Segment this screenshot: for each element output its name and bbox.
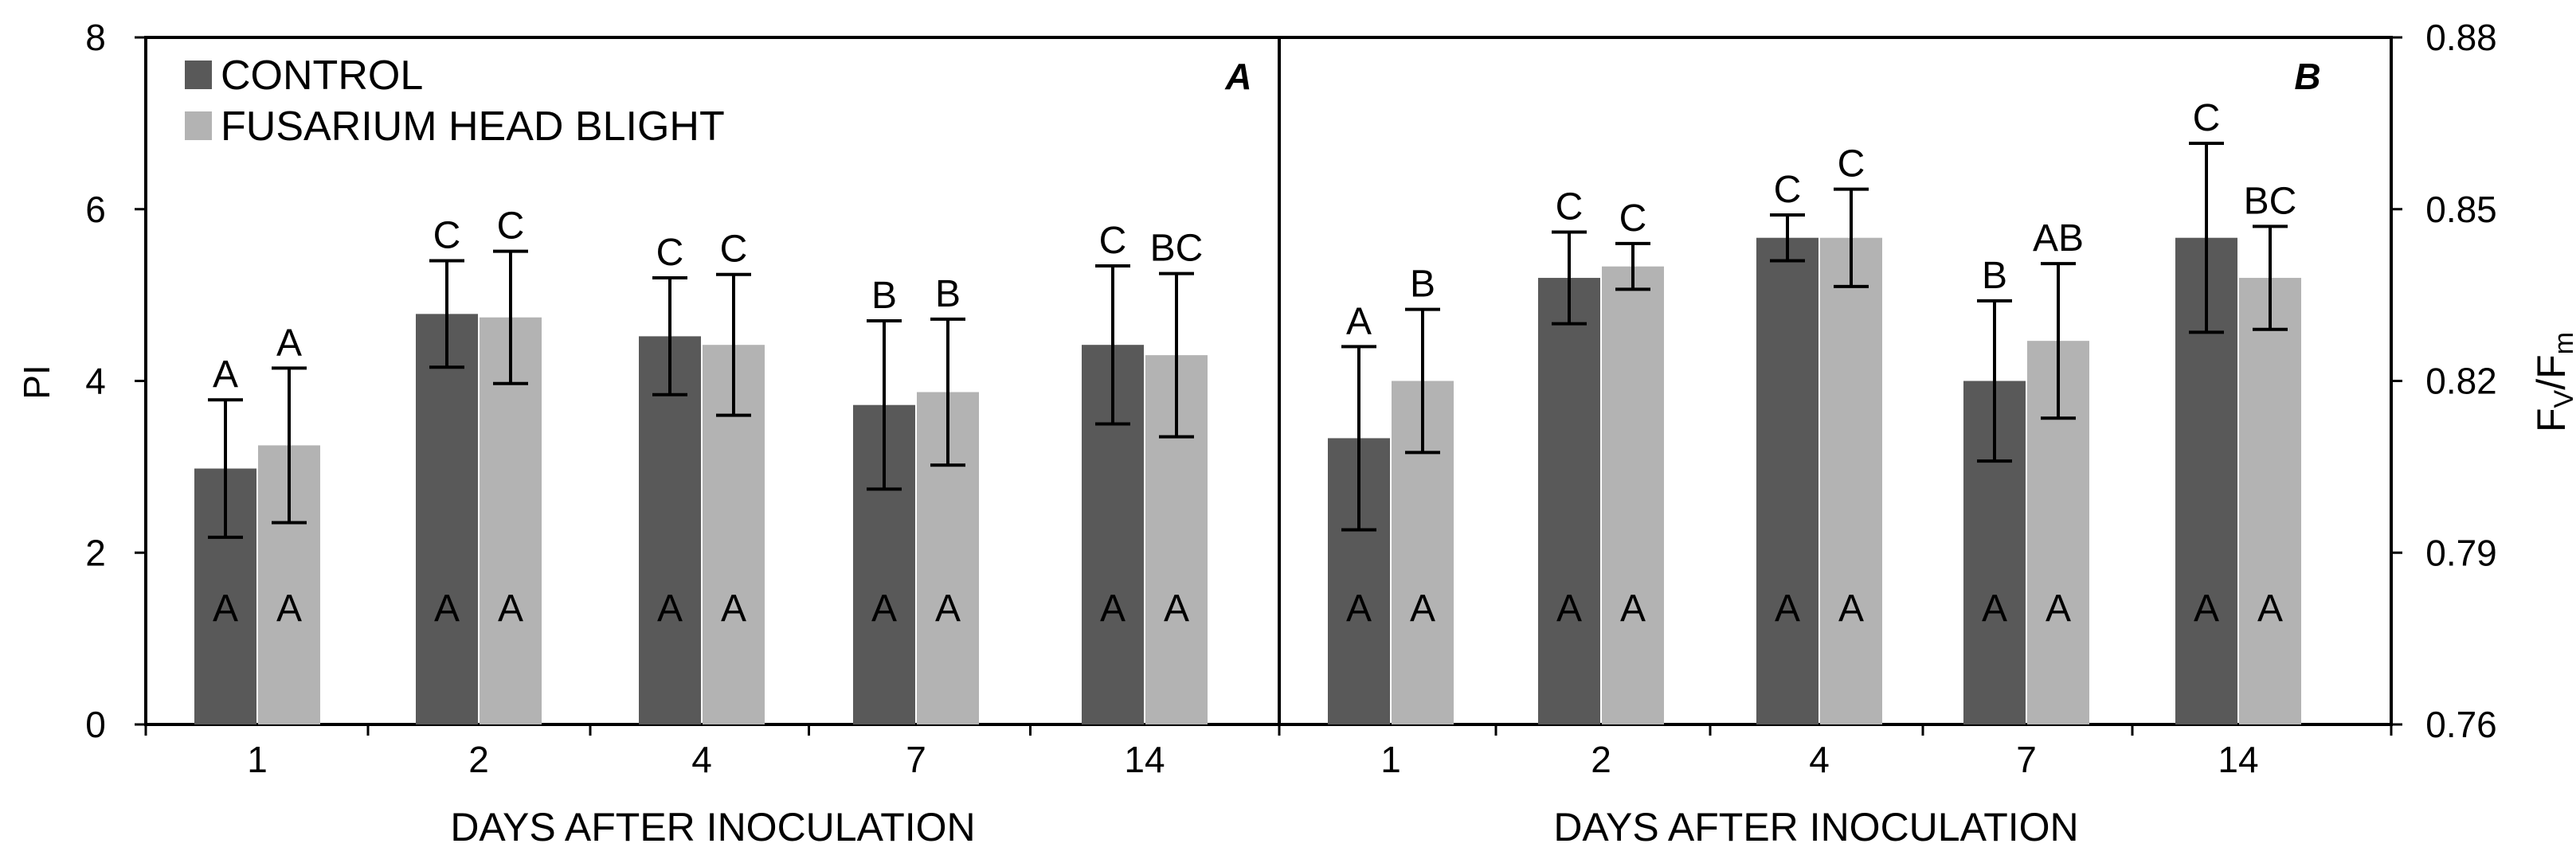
- panel-b-y-axis-label: FV/Fm: [2529, 332, 2576, 432]
- panel-b-letter-top-control: C: [2193, 97, 2221, 139]
- panel-b-x-tick-label: 7: [2016, 739, 2037, 780]
- panel-b-bar-fhb: [1602, 266, 1664, 725]
- panel-b-bar-fhb: [1820, 237, 1882, 724]
- panel-b-letter-top-control: B: [1982, 255, 2007, 297]
- panel-a-letter-top-fhb: B: [935, 273, 961, 315]
- panel-b: 0.760.790.820.850.881 2 4 7 14AACACABACABACA…: [1278, 17, 2497, 780]
- panel-b-letter-bottom-control: A: [1775, 588, 1800, 630]
- panel-a-y-axis-label: PI: [16, 365, 57, 399]
- panel-b-letter-top-control: C: [1556, 186, 1584, 228]
- panel-b-letter-bottom-fhb: A: [1838, 588, 1864, 630]
- panel-a-letter-top-control: C: [433, 214, 461, 256]
- panel-b-letter-bottom-fhb: A: [2046, 588, 2071, 630]
- panel-a-letter-bottom-fhb: A: [498, 588, 523, 630]
- panel-b-letter-top-fhb: B: [1410, 264, 1435, 306]
- panel-a-letter-bottom-control: A: [1100, 588, 1126, 630]
- panel-a-y-tick-label: 0: [85, 704, 106, 745]
- legend-label-fhb: FUSARIUM HEAD BLIGHT: [221, 103, 725, 150]
- panel-a-letter-bottom-fhb: A: [935, 588, 961, 630]
- legend-label-control: CONTROL: [221, 53, 423, 99]
- panel-a-label: A: [1224, 56, 1251, 97]
- panel-a-letter-top-fhb: C: [720, 228, 748, 271]
- panel-b-x-tick-label: 14: [2218, 739, 2258, 780]
- panel-a-letter-bottom-control: A: [871, 588, 897, 630]
- panel-a-y-tick-label: 6: [85, 189, 106, 230]
- panel-a-letter-top-fhb: C: [497, 205, 525, 248]
- panel-b-label: B: [2294, 56, 2320, 97]
- panel-a-x-tick-label: 2: [468, 739, 489, 780]
- panel-a-letter-bottom-control: A: [213, 588, 238, 630]
- panel-a-letter-top-fhb: BC: [1150, 228, 1204, 270]
- panel-a-bar-control: [416, 314, 478, 724]
- panel-b-letter-bottom-fhb: A: [1620, 588, 1646, 630]
- panel-b-letter-top-control: A: [1346, 300, 1372, 342]
- panel-a-x-axis-label: DAYS AFTER INOCULATION: [450, 805, 975, 849]
- panel-a-letter-top-control: B: [871, 275, 897, 317]
- panel-b-letter-bottom-control: A: [1982, 588, 2007, 630]
- panel-b-x-axis-label: DAYS AFTER INOCULATION: [1553, 805, 2078, 849]
- panel-b-y-axis-label-group: FV/Fm: [2529, 332, 2576, 432]
- panel-b-y-tick-label: 0.82: [2425, 361, 2497, 402]
- panel-a-letter-bottom-fhb: A: [1164, 588, 1189, 630]
- panel-a-letter-bottom-fhb: A: [721, 588, 746, 630]
- panel-a-y-tick-label: 2: [85, 532, 106, 573]
- panel-b-letter-bottom-control: A: [1556, 588, 1582, 630]
- panel-b-x-tick-label: 2: [1591, 739, 1611, 780]
- panel-a-x-tick-label: 14: [1124, 739, 1165, 780]
- legend-swatch-fhb: [185, 111, 212, 140]
- panel-a-x-tick-label: 1: [247, 739, 268, 780]
- panel-a-letter-top-control: C: [656, 232, 684, 274]
- panel-a-y-tick-label: 4: [85, 361, 106, 402]
- panel-b-y-tick-label: 0.88: [2425, 17, 2497, 58]
- panel-b-bar-control: [1538, 278, 1600, 724]
- panel-a-letter-top-control: A: [213, 353, 238, 396]
- panel-a-x-tick-label: 7: [906, 739, 926, 780]
- panel-b-letter-top-fhb: C: [1619, 197, 1647, 240]
- panel-b-letter-bottom-control: A: [1346, 588, 1372, 630]
- panel-b-letter-top-control: C: [1774, 169, 1802, 211]
- panel-b-letter-top-fhb: C: [1838, 143, 1865, 185]
- panel-a-letter-top-control: C: [1099, 220, 1127, 262]
- panel-a-bar-fhb: [480, 317, 542, 724]
- panel-b-letter-top-fhb: AB: [2033, 217, 2084, 260]
- panel-b-bar-fhb: [2239, 278, 2301, 724]
- panel-a-letter-top-fhb: A: [276, 322, 302, 364]
- panel-a-x-tick-label: 4: [691, 739, 712, 780]
- panel-b-letter-bottom-fhb: A: [1410, 588, 1435, 630]
- panel-b-y-tick-label: 0.85: [2425, 189, 2497, 230]
- panel-b-x-tick-label: 1: [1380, 739, 1401, 780]
- panel-b-x-tick-label: 4: [1809, 739, 1830, 780]
- panel-a-letter-bottom-control: A: [657, 588, 683, 630]
- panel-b-letter-top-fhb: BC: [2244, 180, 2297, 222]
- panel-b-y-tick-label: 0.76: [2425, 704, 2497, 745]
- panel-b-bar-control: [1756, 237, 1818, 724]
- panel-a-y-tick-label: 8: [85, 17, 106, 58]
- panel-a-letter-bottom-fhb: A: [276, 588, 302, 630]
- legend: CONTROL FUSARIUM HEAD BLIGHT: [185, 53, 725, 150]
- panel-b-letter-bottom-fhb: A: [2257, 588, 2283, 630]
- panel-a-letter-bottom-control: A: [434, 588, 460, 630]
- panel-a-bar-control: [639, 336, 701, 724]
- legend-swatch-control: [185, 61, 212, 89]
- panel-b-y-tick-label: 0.79: [2425, 532, 2497, 573]
- panel-b-letter-bottom-control: A: [2194, 588, 2219, 630]
